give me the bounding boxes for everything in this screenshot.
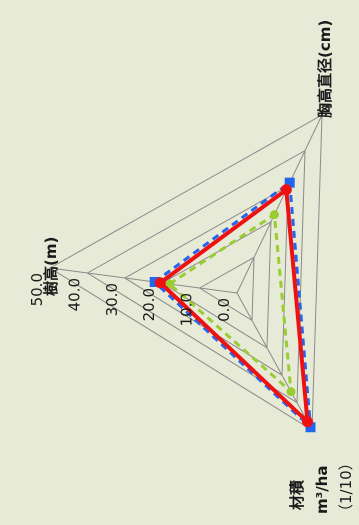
grid-spoke: [49, 267, 238, 294]
series-line: [168, 213, 293, 394]
tick-label-layer: 0.0 10.0 20.0 30.0 40.0 50.0: [28, 273, 233, 326]
series-point: [284, 177, 295, 188]
series-point: [154, 277, 166, 289]
tick-label: 20.0: [140, 288, 158, 321]
tick-label: 30.0: [103, 283, 121, 316]
series-point: [149, 277, 160, 287]
grid-ring: [123, 185, 289, 377]
series-line: [158, 187, 310, 424]
axis-label-height: 樹高(m): [42, 237, 60, 296]
series-point: [302, 416, 313, 428]
tick-label: 50.0: [28, 273, 46, 306]
grid-spoke: [236, 114, 323, 294]
series-layer: [149, 177, 316, 433]
grid-ring: [198, 256, 255, 322]
tick-label: 40.0: [65, 278, 83, 311]
label-layer: 樹高(m) 胸高直径(cm) 材積 m³/ha （1/10）: [42, 20, 355, 519]
series-point: [286, 387, 296, 397]
grid-ring: [161, 220, 272, 349]
grid-spoke: [236, 292, 313, 431]
grid-ring: [49, 114, 323, 431]
grid-layer: [49, 114, 323, 431]
series-point: [165, 279, 175, 289]
series-point: [269, 210, 279, 220]
series-point: [280, 184, 292, 196]
series-point: [305, 422, 316, 433]
axis-label-volume-line2: m³/ha: [313, 466, 331, 514]
axis-label-volume-line1: 材積: [288, 479, 306, 510]
tick-label: 10.0: [178, 293, 196, 326]
tick-label: 0.0: [215, 298, 233, 322]
axis-label-volume-line3: （1/10）: [337, 455, 355, 519]
grid-ring: [86, 149, 306, 404]
series-line: [153, 181, 312, 429]
axis-label-diameter: 胸高直径(cm): [316, 20, 334, 118]
